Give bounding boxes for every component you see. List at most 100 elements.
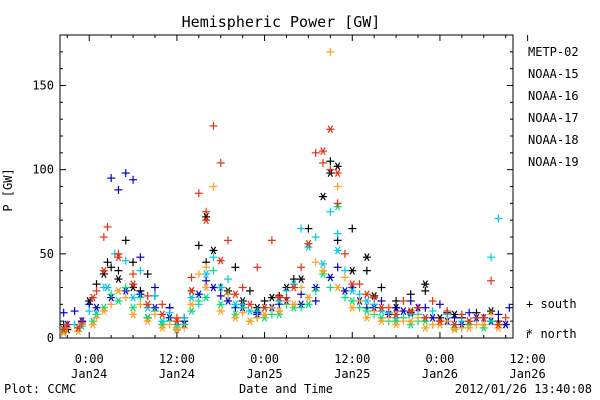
- y-tick-label: 0: [47, 331, 54, 345]
- point-north: [501, 320, 510, 329]
- point-north: [326, 273, 335, 282]
- point-north: [143, 303, 152, 312]
- point-north: [304, 243, 313, 252]
- point-south: [377, 283, 386, 292]
- point-south: [70, 320, 79, 329]
- point-south: [487, 276, 496, 285]
- point-south: [245, 286, 254, 295]
- marker-stroke: [276, 293, 282, 302]
- marker-stroke: [247, 307, 253, 315]
- point-south: [121, 169, 130, 178]
- point-south: [253, 313, 262, 322]
- legend-entry: NOAA-17: [528, 111, 579, 125]
- point-north: [99, 303, 108, 312]
- marker-stroke: [378, 313, 385, 322]
- point-north: [260, 303, 269, 312]
- point-south: [114, 185, 123, 194]
- marker-stroke: [364, 313, 370, 322]
- marker-stroke: [481, 313, 487, 322]
- marker-stroke: [334, 246, 341, 255]
- point-south: [311, 258, 320, 267]
- marker-legend-entry: * north: [526, 327, 577, 341]
- point-north: [209, 246, 218, 255]
- marker-stroke: [144, 303, 151, 312]
- marker-stroke: [320, 260, 326, 268]
- marker-stroke: [422, 313, 429, 322]
- point-north: [399, 307, 408, 315]
- marker-stroke: [437, 317, 443, 326]
- point-south: [92, 286, 101, 295]
- point-north: [216, 283, 225, 292]
- marker-stroke: [327, 273, 334, 282]
- marker-stroke: [203, 212, 209, 221]
- marker-stroke: [437, 313, 443, 322]
- point-south: [428, 307, 437, 316]
- point-south: [428, 296, 437, 305]
- point-south: [202, 207, 211, 216]
- point-south: [340, 249, 349, 258]
- point-south: [355, 280, 364, 289]
- marker-stroke: [203, 216, 209, 225]
- marker-stroke: [276, 310, 282, 319]
- marker-stroke: [144, 300, 151, 309]
- marker-stroke: [400, 307, 407, 315]
- point-north: [319, 147, 328, 156]
- point-north: [494, 323, 503, 332]
- marker-stroke: [422, 323, 429, 332]
- marker-stroke: [232, 290, 239, 299]
- point-north: [245, 317, 254, 326]
- legend-entry: NOAA-16: [528, 89, 579, 103]
- point-south: [443, 317, 452, 326]
- point-north: [216, 307, 225, 315]
- x-tick-date: Jan26: [422, 367, 458, 381]
- point-south: [297, 290, 306, 299]
- point-north: [114, 253, 123, 262]
- marker-stroke: [115, 297, 122, 305]
- marker-stroke: [342, 286, 348, 295]
- point-north: [362, 290, 371, 299]
- point-north: [260, 310, 269, 319]
- point-south: [392, 303, 401, 312]
- timestamp: 2012/01/26 13:40:08: [455, 382, 592, 396]
- point-north: [114, 297, 123, 305]
- point-south: [107, 300, 116, 309]
- point-south: [421, 303, 430, 312]
- point-north: [333, 162, 342, 171]
- point-north: [187, 300, 196, 309]
- point-south: [267, 303, 276, 312]
- point-north: [275, 293, 284, 302]
- point-south: [180, 323, 189, 332]
- point-south: [370, 300, 379, 309]
- marker-stroke: [393, 317, 399, 326]
- marker-legend: + south * north: [526, 297, 577, 341]
- point-north: [231, 313, 240, 322]
- point-north: [392, 317, 401, 326]
- point-south: [326, 47, 335, 56]
- marker-stroke: [60, 329, 67, 337]
- legend-entry: NOAA-15: [528, 67, 579, 81]
- point-north: [406, 317, 415, 326]
- marker-stroke: [101, 303, 107, 312]
- point-north: [406, 307, 415, 315]
- point-south: [399, 296, 408, 305]
- marker-stroke: [188, 293, 195, 302]
- marker-legend-entry: + south: [526, 297, 577, 311]
- marker-stroke: [291, 300, 297, 309]
- point-south: [472, 320, 481, 329]
- marker-stroke: [334, 162, 341, 171]
- point-south: [297, 224, 306, 233]
- marker-stroke: [159, 323, 166, 332]
- marker-stroke: [378, 307, 385, 315]
- point-north: [348, 303, 357, 312]
- marker-stroke: [261, 313, 268, 322]
- point-north: [362, 313, 371, 322]
- point-south: [136, 293, 145, 302]
- point-south: [194, 270, 203, 279]
- x-tick-time: 0:00: [250, 352, 279, 366]
- marker-stroke: [115, 253, 122, 262]
- point-north: [129, 303, 138, 312]
- point-south: [165, 308, 174, 317]
- marker-stroke: [320, 266, 326, 275]
- marker-stroke: [90, 320, 96, 329]
- point-south: [136, 266, 145, 275]
